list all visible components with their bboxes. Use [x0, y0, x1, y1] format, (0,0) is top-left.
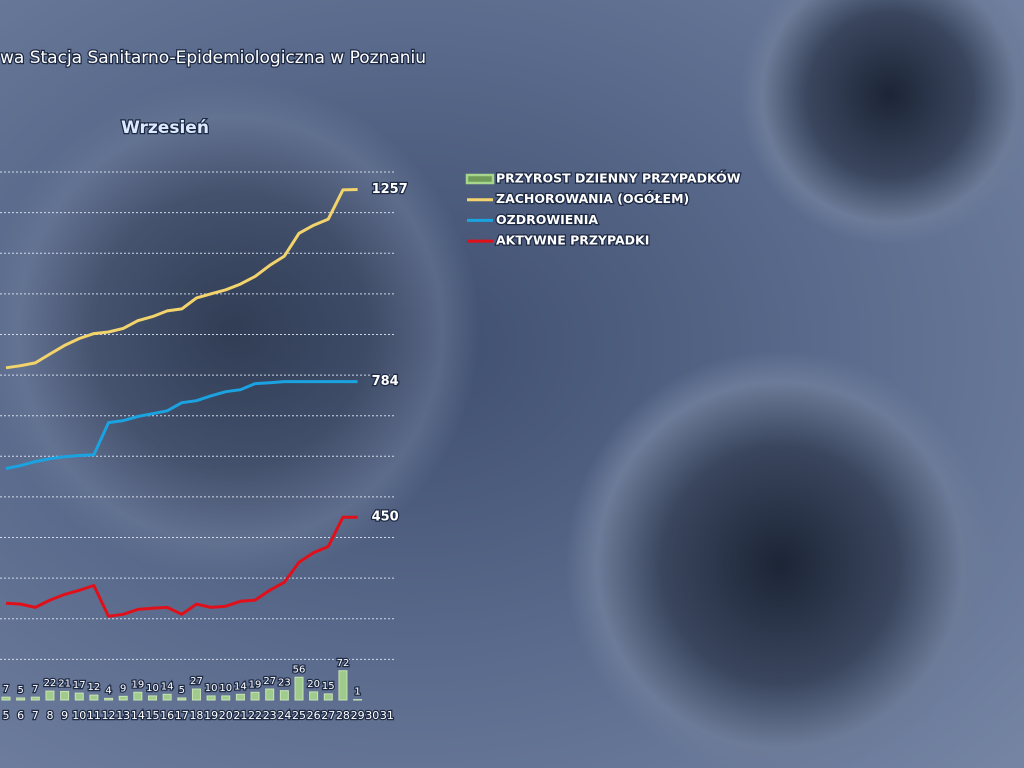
bar: [45, 690, 55, 701]
bar-label: 27: [263, 676, 276, 687]
bar: [30, 696, 40, 701]
legend-label: ZACHOROWANIA (OGÓŁEM): [496, 191, 689, 206]
bar: [133, 691, 143, 701]
bar: [1, 696, 11, 701]
bar-label: 12: [88, 682, 101, 693]
bar-label: 22: [44, 678, 57, 689]
bar-label: 56: [293, 664, 306, 675]
x-tick-label: 6: [17, 709, 24, 722]
bar: [250, 691, 260, 701]
x-tick-label: 31: [380, 709, 394, 722]
bar-label: 10: [205, 683, 218, 694]
bar: [16, 697, 26, 701]
x-tick-label: 30: [365, 709, 379, 722]
line: [5, 188, 358, 370]
bar-label: 20: [307, 679, 320, 690]
x-tick-label: 23: [263, 709, 277, 722]
x-tick-label: 17: [175, 709, 189, 722]
x-tick-label: 8: [46, 709, 53, 722]
bar: [206, 695, 216, 701]
bar-label: 7: [32, 684, 38, 695]
bar: [294, 676, 304, 701]
chart-title: wa Stacja Sanitarno-Epidemiologiczna w P…: [0, 48, 426, 68]
x-tick-label: 26: [307, 709, 321, 722]
x-tick-label: 24: [277, 709, 291, 722]
bar-label: 10: [219, 683, 232, 694]
bar: [191, 688, 201, 701]
bar: [148, 695, 157, 701]
bar-label: 17: [73, 680, 86, 691]
bar: [235, 693, 245, 701]
end-label: 784: [372, 374, 399, 389]
bar: [60, 690, 70, 701]
virus-image: [0, 80, 480, 580]
x-tick-label: 7: [32, 709, 39, 722]
bar: [323, 693, 333, 701]
bar: [104, 697, 114, 701]
x-tick-label: 28: [336, 709, 350, 722]
line: [5, 515, 358, 618]
x-tick-label: 27: [321, 709, 335, 722]
chart-subtitle: Wrzesień: [121, 118, 209, 138]
bar-label: 9: [120, 683, 126, 694]
legend-label: AKTYWNE PRZYPADKI: [496, 233, 649, 248]
bar-label: 14: [161, 681, 174, 692]
bar-label: 5: [17, 685, 23, 696]
line: [5, 380, 358, 470]
bar: [118, 695, 128, 701]
x-tick-label: 25: [292, 709, 306, 722]
virus-image: [565, 350, 995, 768]
bar: [162, 693, 172, 701]
bar-label: 21: [58, 678, 71, 689]
bar-label: 19: [131, 679, 144, 690]
bar: [177, 697, 187, 701]
bar-label: 5: [179, 685, 185, 696]
end-label: 450: [372, 510, 399, 525]
x-tick-label: 29: [351, 709, 365, 722]
virus-image: [740, 0, 1024, 245]
x-tick-label: 14: [131, 709, 145, 722]
legend-label: OZDROWIENIA: [496, 212, 598, 227]
bar-label: 23: [278, 678, 291, 689]
bar: [74, 692, 84, 701]
bar-label: 7: [3, 684, 9, 695]
x-tick-label: 22: [248, 709, 262, 722]
x-tick-label: 11: [87, 709, 101, 722]
bar: [265, 688, 275, 701]
legend-label: PRZYROST DZIENNY PRZYPADKÓW: [496, 171, 741, 186]
x-tick-label: 10: [72, 709, 86, 722]
x-tick-label: 16: [160, 709, 174, 722]
legend-swatch: [465, 173, 495, 185]
x-tick-label: 18: [189, 709, 203, 722]
x-tick-label: 15: [146, 709, 160, 722]
x-tick-label: 12: [102, 709, 116, 722]
bar-label: 14: [234, 681, 247, 692]
bar-label: 1: [354, 687, 360, 698]
bar-label: 4: [105, 685, 111, 696]
x-tick-label: 9: [61, 709, 68, 722]
bar-label: 15: [322, 681, 335, 692]
bar: [309, 691, 319, 701]
bar-label: 27: [190, 676, 203, 687]
x-tick-label: 21: [233, 709, 247, 722]
bar: [89, 694, 99, 701]
bar-label: 10: [146, 683, 159, 694]
x-tick-label: 5: [3, 709, 10, 722]
x-tick-label: 13: [116, 709, 130, 722]
bar: [338, 670, 348, 701]
x-tick-label: 19: [204, 709, 218, 722]
end-label: 1257: [372, 182, 408, 197]
bar-label: 72: [337, 658, 350, 669]
x-tick-label: 20: [219, 709, 233, 722]
bar-label: 19: [249, 679, 262, 690]
bar: [279, 690, 289, 701]
bar: [221, 695, 231, 701]
